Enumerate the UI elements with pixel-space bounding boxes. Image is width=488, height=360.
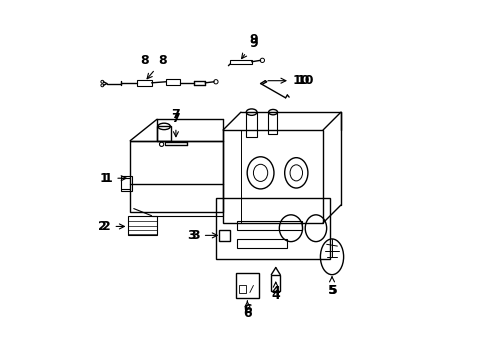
Text: 6: 6 xyxy=(243,303,251,316)
Bar xyxy=(219,230,230,241)
Text: 10: 10 xyxy=(296,74,313,87)
Bar xyxy=(230,60,251,64)
Text: 3: 3 xyxy=(191,229,217,242)
Bar xyxy=(165,143,186,145)
Bar xyxy=(216,198,329,258)
Bar xyxy=(271,275,280,291)
Text: 7: 7 xyxy=(171,112,180,137)
Text: 1: 1 xyxy=(103,172,126,185)
Bar xyxy=(121,176,132,191)
Bar xyxy=(239,285,246,293)
Bar xyxy=(268,112,277,134)
Text: 5: 5 xyxy=(327,277,336,297)
Text: 9: 9 xyxy=(248,33,257,46)
Text: 3: 3 xyxy=(187,229,196,242)
Text: 8: 8 xyxy=(140,54,148,67)
Bar xyxy=(237,221,301,230)
Bar xyxy=(137,80,151,86)
Bar xyxy=(128,216,157,235)
Bar xyxy=(235,273,258,298)
Text: 6: 6 xyxy=(243,301,251,320)
Bar xyxy=(165,79,180,85)
Text: 4: 4 xyxy=(271,282,280,302)
Bar xyxy=(246,112,257,137)
Bar xyxy=(237,239,287,248)
Text: 5: 5 xyxy=(328,284,337,297)
Text: 9: 9 xyxy=(241,37,257,59)
Bar xyxy=(157,126,171,141)
Bar xyxy=(223,130,323,223)
Text: 10: 10 xyxy=(267,74,309,87)
Text: 8: 8 xyxy=(147,54,166,79)
Text: 2: 2 xyxy=(98,220,107,233)
Text: 4: 4 xyxy=(271,285,280,298)
Text: 7: 7 xyxy=(171,108,180,121)
Bar xyxy=(130,141,223,212)
Text: 2: 2 xyxy=(102,220,124,233)
Text: 1: 1 xyxy=(100,172,108,185)
